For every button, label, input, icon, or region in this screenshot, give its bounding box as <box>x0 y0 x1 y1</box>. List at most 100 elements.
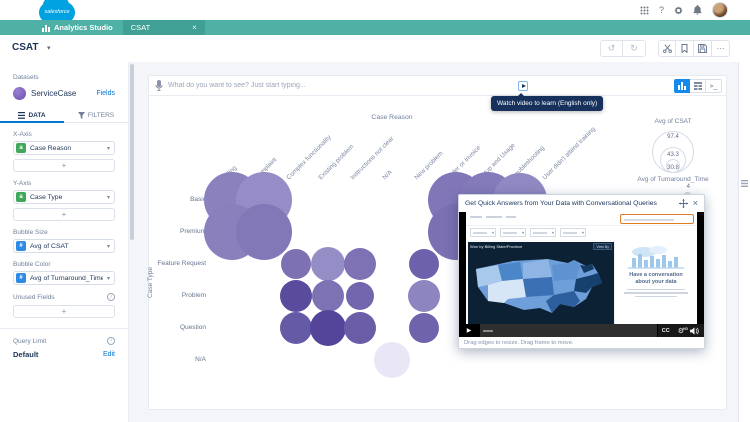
unused-fields-label: Unused Fields <box>13 293 55 301</box>
chart-bubble[interactable] <box>312 280 344 312</box>
y-axis-category-label: Premium <box>179 228 206 235</box>
volume-button[interactable] <box>688 326 704 335</box>
bubble-color-select[interactable]: # Avg of Turnaround_Time ▾ <box>13 271 115 285</box>
table-mode-button[interactable] <box>690 79 706 93</box>
global-header: salesforce ? <box>0 0 750 23</box>
chart-bubble[interactable] <box>344 312 376 344</box>
video-settings-button[interactable]: ⚙ HD <box>677 326 688 335</box>
unused-fields-add-button[interactable]: + <box>13 305 115 318</box>
video-player[interactable]: Won by Billing State/Province View By <box>459 212 704 337</box>
chart-bubble[interactable] <box>374 342 410 378</box>
salesforce-logo: salesforce <box>39 0 75 23</box>
clip-to-designer-button[interactable] <box>658 40 676 57</box>
x-axis-add-button[interactable]: + <box>13 159 115 172</box>
chart-bubble[interactable] <box>280 312 312 344</box>
data-list-icon <box>18 111 26 119</box>
redo-button[interactable]: ↻ <box>623 40 646 57</box>
chart-bubble[interactable] <box>346 282 374 310</box>
fields-link[interactable]: Fields <box>96 90 115 97</box>
video-frame: Won by Billing State/Province View By <box>466 212 697 324</box>
chart-bubble[interactable] <box>409 249 439 279</box>
x-axis-category-label: N/A <box>381 168 394 182</box>
lens-title[interactable]: CSAT <box>12 42 39 53</box>
video-overlay[interactable]: Get Quick Answers from Your Data with Co… <box>458 194 705 349</box>
dataset-row[interactable]: ServiceCase Fields <box>13 87 115 100</box>
x-axis-category-label: User didn't attend training <box>541 125 597 182</box>
size-legend-value: 97.4 <box>667 134 679 140</box>
chart-mode-button[interactable] <box>674 79 690 93</box>
chart-bubble[interactable] <box>236 204 292 260</box>
table-mode-icon <box>693 82 702 90</box>
tab-close-icon[interactable]: × <box>192 23 197 32</box>
chart-bubble[interactable] <box>409 313 439 343</box>
size-legend-value: 43.3 <box>667 152 679 158</box>
size-legend-title: Avg of CSAT <box>654 118 692 125</box>
sidebar-scrollbar[interactable] <box>128 62 135 422</box>
usa-map-graphic <box>476 259 602 313</box>
watch-video-icon[interactable] <box>518 81 528 91</box>
tab-filters[interactable]: FILTERS <box>64 108 128 122</box>
chart-bubble[interactable] <box>280 280 312 312</box>
chart-bubble[interactable] <box>344 248 376 280</box>
chart-bubble[interactable] <box>281 249 311 279</box>
y-axis-label: Y-Axis <box>13 180 32 187</box>
chevron-down-icon: ▾ <box>106 145 110 152</box>
chart-mode-icon <box>678 82 686 90</box>
play-button[interactable]: ▶ <box>459 324 479 337</box>
measure-field-icon: # <box>16 273 26 283</box>
conversation-illustration <box>628 246 684 269</box>
chevron-down-icon: ▾ <box>106 194 110 201</box>
video-demo-map-widget: Won by Billing State/Province View By <box>468 242 614 324</box>
chart-bubble[interactable] <box>311 247 345 281</box>
help-icon[interactable]: ? <box>658 4 664 15</box>
setup-gear-icon[interactable] <box>674 6 683 15</box>
query-limit-label: Query Limit <box>13 337 47 345</box>
app-name: Analytics Studio <box>0 20 123 35</box>
x-axis-title: Case Reason <box>371 114 413 121</box>
notifications-bell-icon[interactable] <box>693 5 702 15</box>
saql-mode-button[interactable]: >_ <box>706 79 722 93</box>
y-axis-select[interactable]: a Case Type ▾ <box>13 190 115 204</box>
overlay-close-icon[interactable]: × <box>692 198 698 208</box>
query-search-input[interactable] <box>168 82 720 89</box>
save-button[interactable] <box>694 40 712 57</box>
bookmark-button[interactable] <box>676 40 694 57</box>
scrollbar-thumb[interactable] <box>130 64 134 240</box>
analytics-chart-icon <box>42 24 50 32</box>
video-demo-paragraph <box>615 288 697 298</box>
lens-title-caret-icon[interactable]: ▾ <box>47 45 51 52</box>
app-launcher-icon[interactable] <box>640 6 649 15</box>
closed-captions-button[interactable]: CC <box>661 327 670 334</box>
y-axis-category-label: Basic <box>190 196 206 203</box>
undo-button[interactable]: ↺ <box>600 40 623 57</box>
more-actions-button[interactable]: ··· <box>712 40 730 57</box>
query-limit-edit-link[interactable]: Edit <box>102 351 115 358</box>
y-axis-category-label: Question <box>179 324 206 331</box>
mic-icon <box>155 80 163 91</box>
explorer-main: >_ Case Reason Case Type Avg of CSAT 97.… <box>135 62 750 422</box>
watch-video-tooltip: Watch video to learn (English only) <box>491 93 604 111</box>
chart-bubble[interactable] <box>310 310 346 346</box>
y-axis-add-button[interactable]: + <box>13 208 115 221</box>
bubble-color-label: Bubble Color <box>13 261 51 268</box>
view-mode-switcher: >_ <box>674 79 722 93</box>
dataset-name: ServiceCase <box>31 89 77 98</box>
chevron-down-icon: ▾ <box>106 243 110 250</box>
unused-fields-info-icon[interactable]: i <box>107 293 115 301</box>
query-limit-info-icon[interactable]: i <box>107 337 115 345</box>
move-icon[interactable] <box>678 199 688 208</box>
explorer-toolbar: CSAT ▾ ↺ ↻ ··· <box>0 35 750 62</box>
tab-data[interactable]: DATA <box>0 108 64 123</box>
tab-csat[interactable]: CSAT × <box>122 20 205 35</box>
bubble-size-select[interactable]: # Avg of CSAT ▾ <box>13 239 115 253</box>
progress-bar[interactable] <box>479 324 658 337</box>
color-legend-max: 4 <box>686 184 690 190</box>
chart-bubble[interactable] <box>408 280 440 312</box>
query-sidebar: Datasets ServiceCase Fields DATA FILTERS… <box>0 62 128 422</box>
expand-panel-icon[interactable] <box>741 180 748 187</box>
video-overlay-title: Get Quick Answers from Your Data with Co… <box>465 200 657 207</box>
user-avatar[interactable] <box>712 2 728 18</box>
bubble-size-label: Bubble Size <box>13 229 48 236</box>
dimension-field-icon: a <box>16 143 26 153</box>
x-axis-select[interactable]: a Case Reason ▾ <box>13 141 115 155</box>
